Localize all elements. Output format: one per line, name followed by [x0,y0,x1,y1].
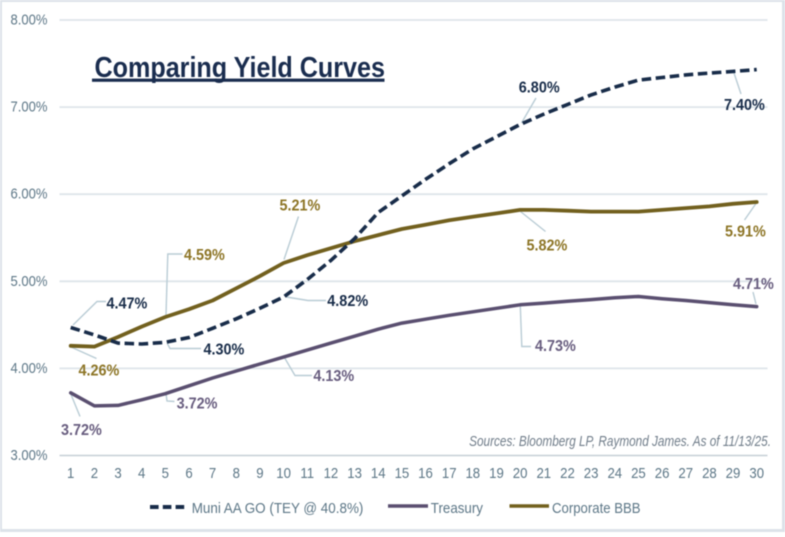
svg-text:2: 2 [91,464,98,481]
svg-text:29: 29 [726,464,741,481]
svg-text:3.72%: 3.72% [61,421,102,439]
svg-text:15: 15 [395,464,410,481]
svg-text:4.71%: 4.71% [733,275,774,293]
svg-text:8.00%: 8.00% [11,11,48,28]
svg-text:6.80%: 6.80% [519,79,560,97]
svg-text:5.21%: 5.21% [280,197,321,215]
svg-text:23: 23 [584,464,599,481]
svg-text:Sources: Bloomberg LP, Raymond: Sources: Bloomberg LP, Raymond James. As… [469,433,771,450]
svg-text:4.13%: 4.13% [313,367,354,385]
svg-text:12: 12 [324,464,339,481]
svg-text:28: 28 [702,464,717,481]
svg-text:6.00%: 6.00% [11,185,48,202]
svg-text:24: 24 [607,464,622,481]
svg-text:5.00%: 5.00% [11,272,48,289]
svg-text:7.00%: 7.00% [11,98,48,115]
svg-text:4.59%: 4.59% [184,246,225,264]
svg-text:7: 7 [209,464,216,481]
svg-text:18: 18 [465,464,480,481]
svg-text:5: 5 [162,464,169,481]
svg-text:4.82%: 4.82% [327,292,368,310]
svg-text:8: 8 [233,464,240,481]
svg-text:3: 3 [114,464,121,481]
svg-text:Muni AA GO (TEY @ 40.8%): Muni AA GO (TEY @ 40.8%) [192,500,364,517]
svg-text:19: 19 [489,464,504,481]
svg-text:27: 27 [678,464,693,481]
svg-text:4.47%: 4.47% [107,295,148,313]
svg-text:16: 16 [418,464,433,481]
svg-text:7.40%: 7.40% [724,97,765,115]
svg-text:22: 22 [560,464,575,481]
svg-text:26: 26 [655,464,670,481]
svg-text:Corporate BBB: Corporate BBB [552,499,641,516]
svg-text:4: 4 [138,464,145,481]
svg-text:3.72%: 3.72% [177,395,218,413]
svg-text:11: 11 [300,464,314,481]
svg-text:21: 21 [536,464,551,481]
svg-text:13: 13 [347,464,362,481]
svg-text:6: 6 [185,464,192,481]
svg-text:4.30%: 4.30% [204,341,245,359]
svg-text:20: 20 [513,464,528,481]
svg-text:4.73%: 4.73% [535,337,576,355]
svg-text:30: 30 [749,464,764,481]
svg-text:25: 25 [631,464,646,481]
svg-text:14: 14 [371,464,386,481]
svg-text:10: 10 [276,464,291,481]
svg-text:Comparing Yield Curves: Comparing Yield Curves [95,50,385,83]
svg-text:17: 17 [442,464,457,481]
svg-text:5.91%: 5.91% [725,223,766,241]
svg-text:9: 9 [256,464,263,481]
svg-text:3.00%: 3.00% [11,446,48,463]
svg-text:1: 1 [67,464,74,481]
svg-text:5.82%: 5.82% [527,237,568,255]
svg-text:4.00%: 4.00% [11,359,48,376]
svg-text:4.26%: 4.26% [79,362,120,380]
svg-text:Treasury: Treasury [431,500,484,517]
